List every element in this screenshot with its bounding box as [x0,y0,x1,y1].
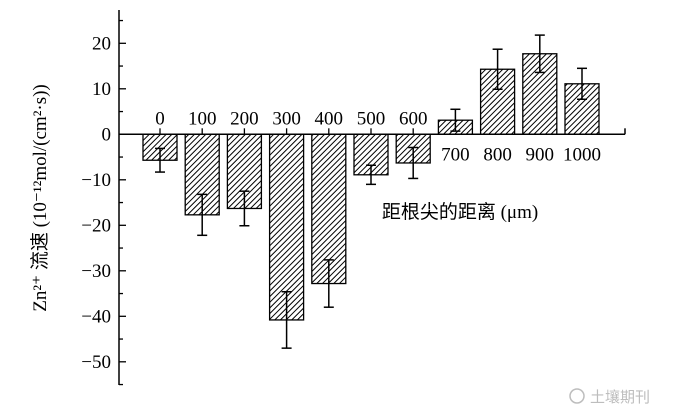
watermark-text: 土壤期刊 [590,388,650,406]
x-tick-label: 0 [155,108,165,129]
y-tick-label: −40 [81,306,111,327]
x-tick-label: 900 [526,144,555,165]
x-tick-label: 200 [230,108,259,129]
watermark: 土壤期刊 [569,388,650,406]
x-tick-label: 700 [441,144,470,165]
x-tick-label: 800 [483,144,512,165]
x-tick-label: 400 [315,108,344,129]
y-tick-label: 10 [92,79,111,100]
x-axis-label: 距根尖的距离 (μm) [382,201,538,223]
x-tick-label: 1000 [563,144,601,165]
x-tick-label: 500 [357,108,386,129]
x-tick-label: 300 [272,108,301,129]
y-tick-label: 0 [102,124,112,145]
x-tick-label: 100 [188,108,217,129]
y-tick-label: −10 [81,170,111,191]
wechat-icon [569,388,585,404]
y-axis-label: Zn²⁺ 流速 (10⁻¹²mol/(cm²·s)) [29,84,51,312]
x-tick-label: 600 [399,108,428,129]
y-tick-label: 20 [92,33,111,54]
y-tick-label: −50 [81,352,111,373]
y-tick-label: −20 [81,215,111,236]
bars-group [142,34,600,349]
y-tick-label: −30 [81,261,111,282]
